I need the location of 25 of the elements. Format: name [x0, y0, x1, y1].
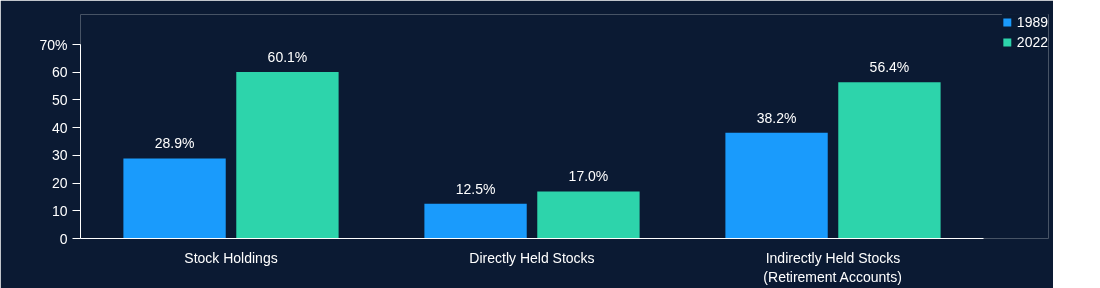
bar [123, 158, 226, 239]
y-tick-label: 40 [51, 119, 68, 136]
data-label: 17.0% [568, 168, 609, 185]
data-label: 12.5% [455, 180, 496, 197]
legend-label: 2022 [1016, 34, 1048, 50]
bar [725, 132, 828, 239]
y-tick-label: 20 [51, 175, 68, 192]
data-label: 38.2% [756, 109, 797, 126]
x-tick-label: Directly Held Stocks [469, 249, 595, 266]
data-label: 60.1% [267, 48, 308, 65]
bar [424, 203, 527, 239]
y-tick-label: 60 [51, 64, 68, 81]
y-tick-label: 50 [51, 91, 68, 108]
bar [838, 82, 941, 239]
y-tick-label: 10 [51, 202, 68, 219]
y-tick-label: 70% [39, 36, 68, 53]
y-tick-label: 0 [59, 230, 68, 247]
data-label: 56.4% [869, 59, 910, 76]
data-label: 28.9% [154, 135, 195, 152]
bar [537, 191, 640, 239]
legend-label: 1989 [1016, 14, 1048, 30]
y-tick-label: 30 [51, 147, 68, 164]
x-tick-label: Indirectly Held Stocks (Retirement Accounts) [763, 249, 902, 285]
x-tick-label: Stock Holdings [184, 249, 278, 266]
bar [236, 71, 339, 239]
